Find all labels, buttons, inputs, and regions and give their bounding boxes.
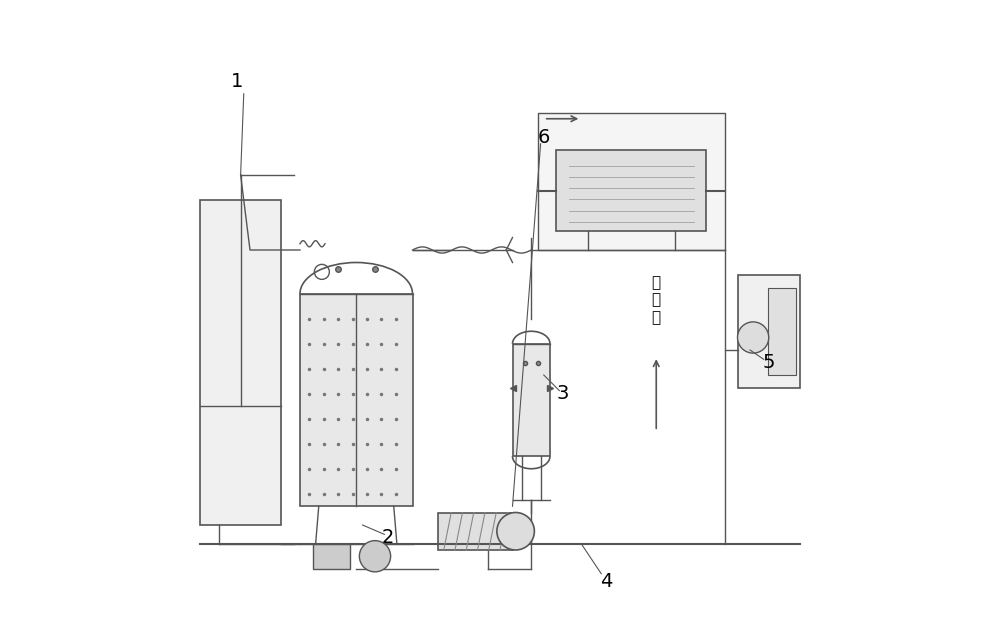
- FancyBboxPatch shape: [738, 275, 800, 388]
- Circle shape: [497, 512, 534, 550]
- FancyBboxPatch shape: [512, 344, 550, 456]
- FancyBboxPatch shape: [300, 294, 413, 506]
- FancyBboxPatch shape: [768, 288, 796, 375]
- Text: 5: 5: [763, 353, 775, 372]
- Circle shape: [738, 322, 769, 353]
- FancyBboxPatch shape: [200, 200, 281, 525]
- Circle shape: [359, 541, 391, 572]
- Text: 冷
冰
水: 冷 冰 水: [652, 275, 661, 325]
- Text: 6: 6: [538, 128, 550, 147]
- FancyBboxPatch shape: [312, 544, 350, 569]
- Text: 4: 4: [600, 572, 612, 591]
- FancyBboxPatch shape: [538, 112, 725, 250]
- FancyBboxPatch shape: [556, 150, 706, 231]
- Text: 3: 3: [556, 384, 569, 403]
- Text: 2: 2: [381, 528, 394, 547]
- Text: 1: 1: [231, 72, 244, 91]
- FancyBboxPatch shape: [438, 512, 512, 550]
